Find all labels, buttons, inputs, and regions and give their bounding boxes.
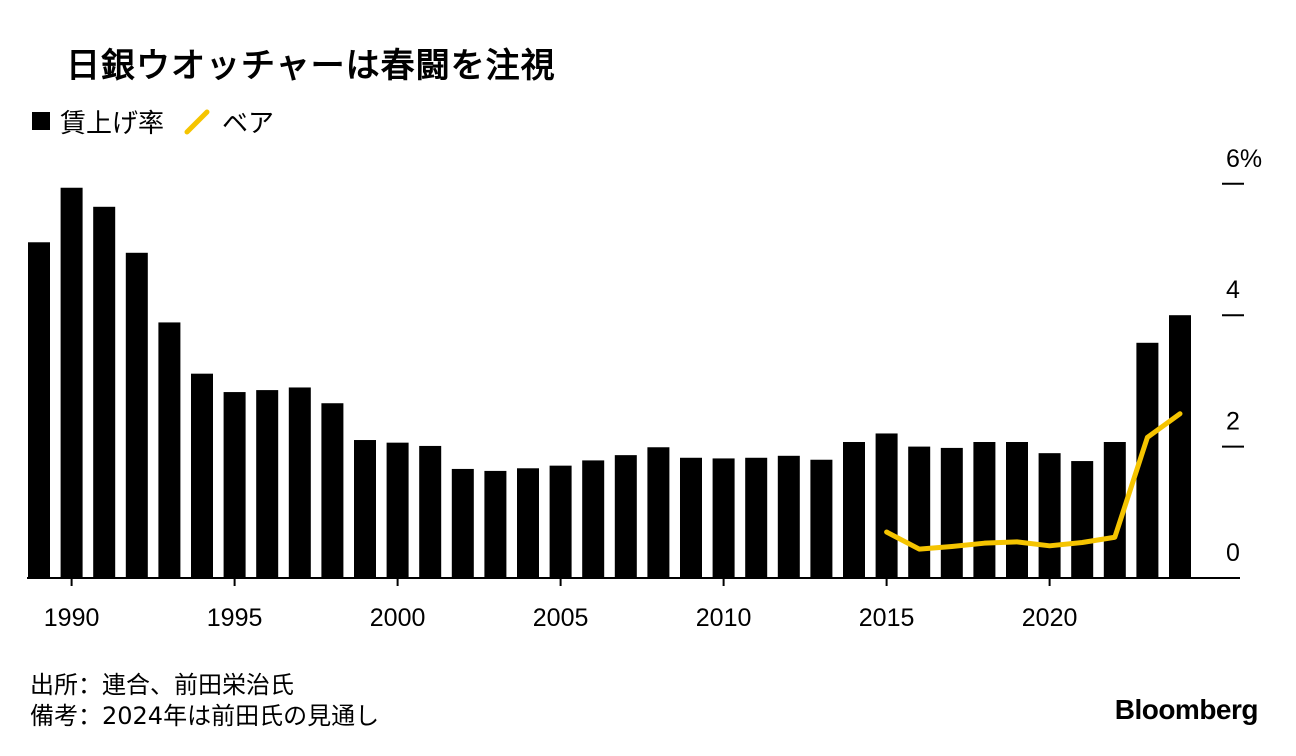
y-tick-label: 6% [1226,145,1262,173]
bar-1999 [354,440,376,578]
bar-1997 [288,387,311,578]
bar-2002 [451,468,474,578]
bar-1998 [321,403,344,578]
bar-2018 [973,442,996,578]
bar-2016 [908,446,931,578]
x-tick-label: 2000 [370,604,426,632]
bar-2017 [940,447,963,578]
bar-2001 [419,445,442,578]
bar-2012 [777,455,800,578]
bar-2008 [647,447,670,578]
bar-1989 [28,242,50,578]
bar-2006 [582,460,605,578]
legend: 賃上げ率 ベア [32,104,275,139]
bar-2007 [614,455,637,578]
x-tick-label: 2010 [696,604,752,632]
line-swatch-icon [184,109,210,135]
bar-1996 [256,390,279,578]
legend-bar-label: 賃上げ率 [60,108,165,139]
bar-1994 [191,373,213,578]
bar-1992 [125,252,148,578]
x-tick-label: 1990 [44,604,100,632]
y-tick-label: 2 [1226,408,1240,436]
x-tick-label: 2015 [859,604,915,632]
line-series-base-up [884,411,1183,552]
x-tick-label: 2020 [1022,604,1078,632]
bar-2004 [517,468,539,578]
bar-1993 [158,322,181,578]
legend-line-label: ベア [222,108,275,139]
bar-2023 [1136,342,1159,578]
bar-2022 [1103,442,1126,578]
source-note: 出所：連合、前田栄治氏 [30,671,294,699]
y-tick-label: 4 [1226,276,1240,304]
remark-note: 備考：2024年は前田氏の見通し [30,702,380,730]
bar-2019 [1006,442,1028,578]
bar-2020 [1038,453,1061,578]
bar-2014 [843,442,865,578]
bar-2010 [712,458,735,578]
bar-2005 [549,465,572,578]
x-tick-label: 2005 [533,604,589,632]
x-tick-label: 1995 [207,604,263,632]
bar-2011 [745,457,768,578]
bar-2013 [810,459,833,578]
bar-2024 [1169,315,1191,578]
bar-1990 [60,187,83,578]
bar-2021 [1071,461,1094,578]
bar-2015 [875,433,898,578]
bloomberg-logo: Bloomberg [1114,694,1259,725]
y-tick-label: 0 [1226,539,1240,567]
bar-2009 [680,457,702,578]
bar-2003 [484,470,507,578]
bar-2000 [386,442,409,578]
bar-swatch-icon [32,112,50,130]
bar-1991 [93,206,116,579]
chart-title: 日銀ウオッチャーは春闘を注視 [66,46,556,86]
bar-1995 [223,392,246,578]
footer: 出所：連合、前田栄治氏 備考：2024年は前田氏の見通し [30,670,379,732]
